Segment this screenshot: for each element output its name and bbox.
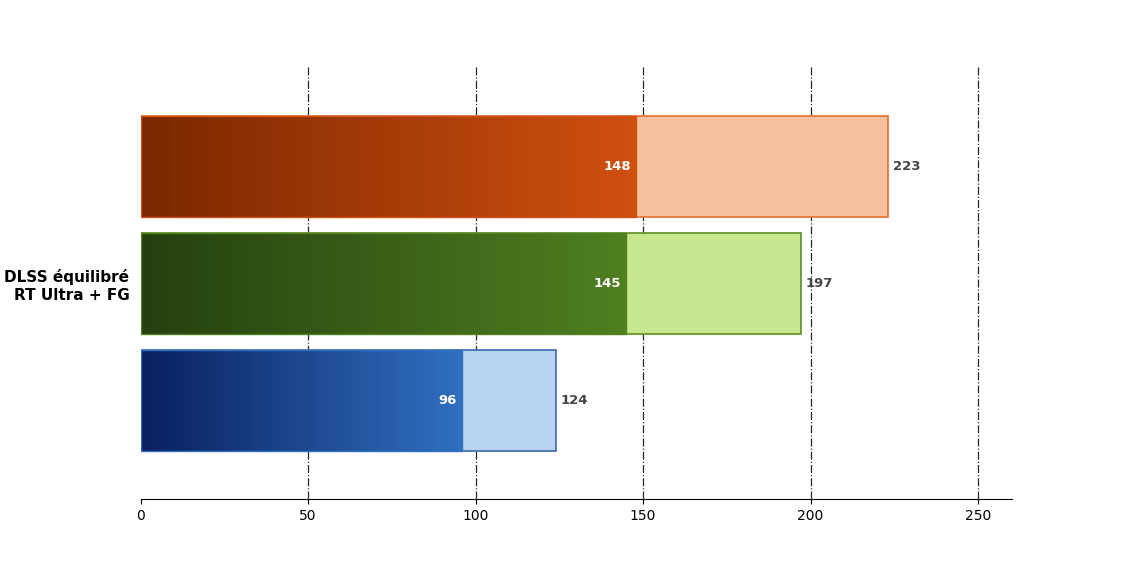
Text: 197: 197 [806, 277, 833, 290]
Text: 148: 148 [604, 160, 632, 173]
Text: 145: 145 [593, 277, 622, 290]
Text: 223: 223 [892, 160, 921, 173]
Text: 124: 124 [561, 394, 589, 407]
Text: 88: 88 [441, 0, 459, 3]
Bar [140, 519, 592, 561]
Bar [140, 116, 888, 217]
Bar [140, 233, 626, 334]
Bar [140, 116, 636, 217]
Text: 96: 96 [438, 394, 457, 407]
Bar [140, 519, 756, 561]
Bar [140, 350, 462, 451]
Bar [140, 350, 556, 451]
Bar [140, 0, 435, 47]
Bar [140, 233, 800, 334]
Bar [140, 0, 352, 47]
Text: 63: 63 [328, 0, 346, 3]
